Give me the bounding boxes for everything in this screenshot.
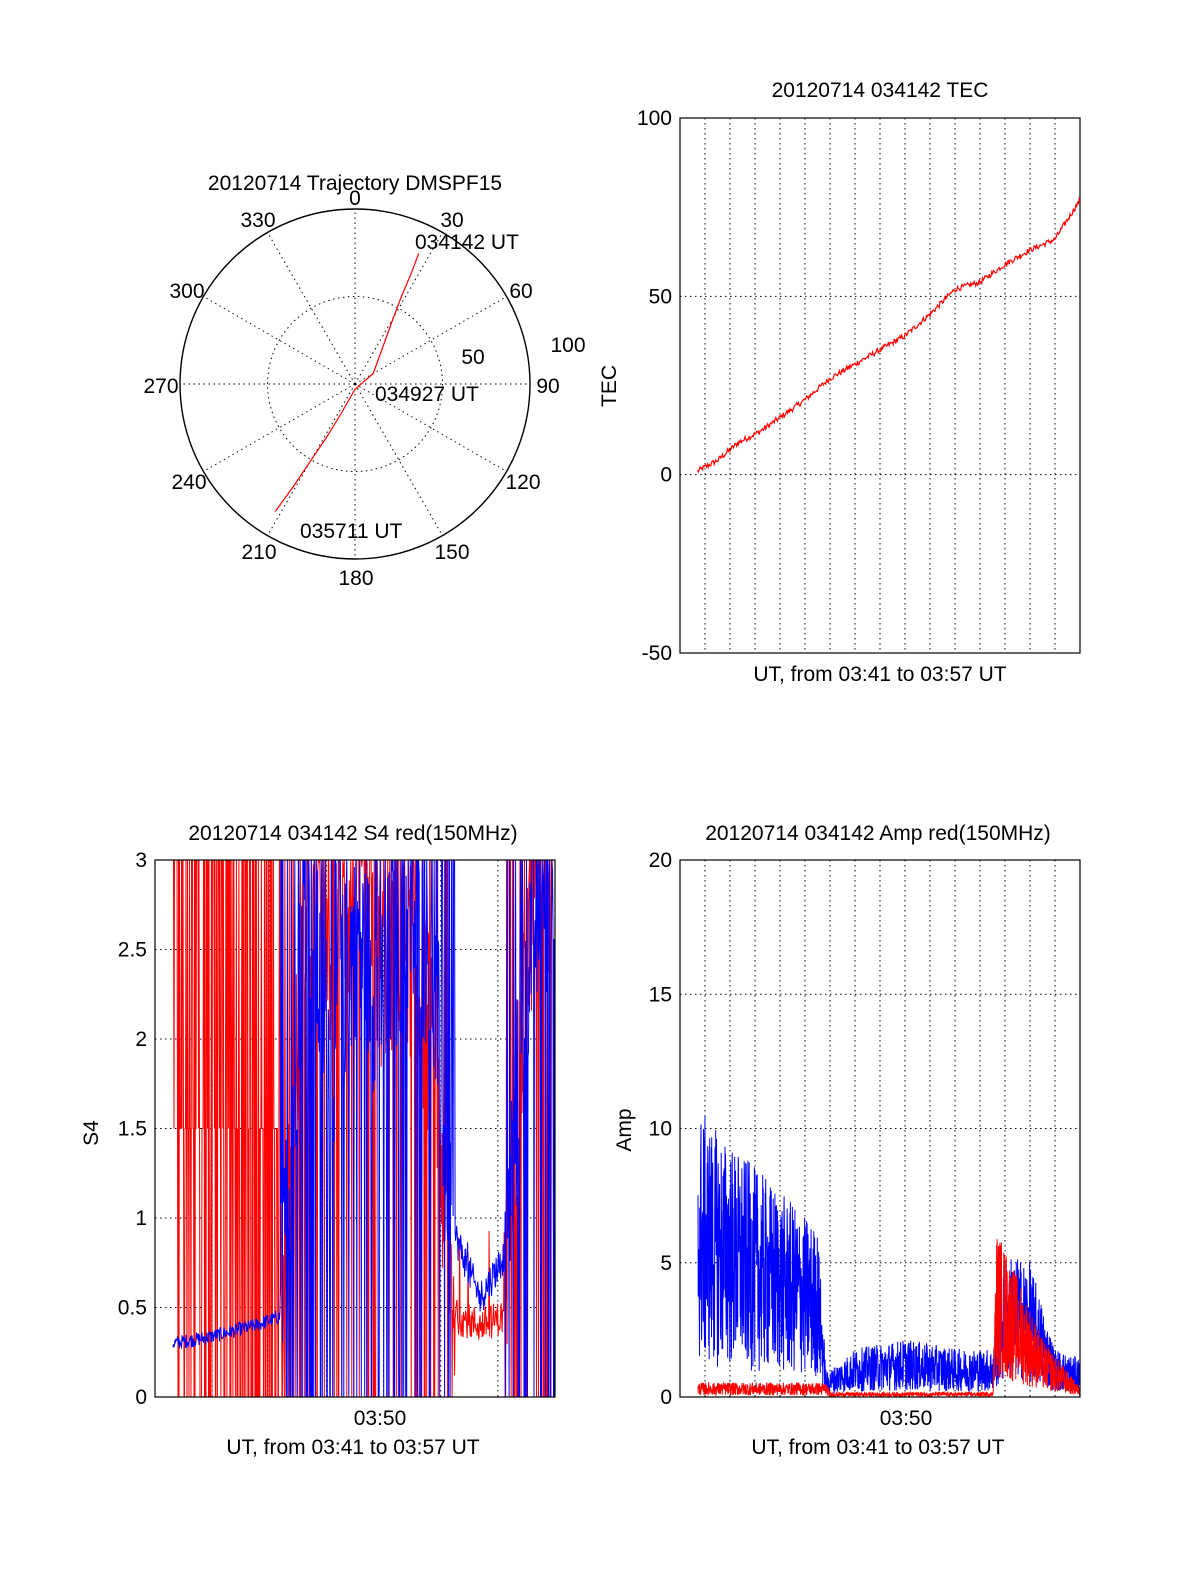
amp-ytick-2: 10 (649, 1118, 672, 1141)
polar-angle-tick-330: 330 (240, 209, 275, 232)
polar-radius-tick-50: 50 (461, 346, 484, 369)
tec-y-ticks: 100 50 0 -50 (637, 107, 672, 665)
polar-angle-tick-270: 270 (143, 375, 178, 398)
polar-grid-spoke-150 (354, 383, 443, 536)
polar-grid-spoke-210 (267, 383, 356, 536)
amp-ytick-1: 15 (649, 983, 672, 1006)
amp-y-ticks: 20 15 10 5 0 (649, 849, 672, 1409)
s4-ylabel: S4 (80, 1120, 103, 1146)
polar-annotation-start: 034142 UT (415, 231, 519, 254)
tec-plot-frame (679, 117, 1081, 654)
polar-grid-spoke-300 (203, 296, 356, 385)
s4-y-ticks: 3 2.5 2 1.5 1 0.5 0 (118, 849, 147, 1409)
polar-angle-tick-120: 120 (505, 471, 540, 494)
amp-ytick-4: 0 (660, 1386, 672, 1409)
polar-grid-circle-50 (267, 296, 443, 472)
polar-grid-spoke-60 (354, 296, 507, 385)
polar-grid-spoke-330 (267, 232, 356, 385)
polar-outer-circle (179, 208, 531, 560)
s4-xlabel: UT, from 03:41 to 03:57 UT (226, 1436, 479, 1459)
amp-plot-frame (679, 859, 1081, 1398)
amp-red-series (697, 1239, 1081, 1399)
s4-chart: 20120714 034142 S4 red(150MHz) 3 2.5 2 1.5 1… (80, 822, 556, 1459)
s4-plot-frame (154, 859, 556, 1398)
s4-ytick-6: 0 (135, 1386, 147, 1409)
polar-angle-labels: 0 30 60 90 120 150 180 210 240 270 300 330 (143, 187, 559, 590)
polar-angle-tick-300: 300 (169, 280, 204, 303)
tec-ylabel: TEC (598, 365, 621, 407)
s4-ytick-3: 1.5 (118, 1118, 147, 1141)
polar-title: 20120714 Trajectory DMSPF15 (208, 172, 502, 195)
polar-annotation-end: 035711 UT (300, 520, 403, 543)
s4-ytick-4: 1 (135, 1207, 147, 1230)
tec-grid (680, 118, 1080, 653)
tec-title: 20120714 034142 TEC (772, 79, 989, 102)
polar-angle-tick-210: 210 (241, 541, 276, 564)
tec-ytick-0: 100 (637, 107, 672, 130)
tec-ytick-2: 0 (660, 464, 672, 487)
polar-angle-tick-0: 0 (349, 187, 361, 210)
polar-grid-spoke-30 (354, 232, 443, 385)
amp-xtick-0350: 03:50 (880, 1407, 933, 1430)
amp-ylabel: Amp (613, 1108, 636, 1151)
amp-ytick-0: 20 (649, 849, 672, 872)
tec-ytick-1: 50 (649, 285, 672, 308)
amp-grid (680, 860, 1080, 1397)
s4-ytick-5: 0.5 (118, 1297, 147, 1320)
polar-angle-tick-240: 240 (171, 471, 206, 494)
s4-ytick-0: 3 (135, 849, 147, 872)
polar-trajectory-chart: 20120714 Trajectory DMSPF15 0 30 60 90 120 15… (143, 172, 585, 590)
polar-grid (180, 209, 530, 559)
s4-blue-series (172, 859, 555, 1398)
s4-ytick-2: 2 (135, 1028, 147, 1051)
polar-angle-tick-150: 150 (434, 541, 469, 564)
tec-ytick-3: -50 (642, 642, 672, 665)
amp-ytick-3: 5 (660, 1252, 672, 1275)
s4-xtick-0350: 03:50 (354, 1407, 407, 1430)
polar-radius-tick-100: 100 (550, 334, 585, 357)
polar-angle-tick-180: 180 (338, 567, 373, 590)
tec-xlabel: UT, from 03:41 to 03:57 UT (753, 663, 1006, 686)
polar-trajectory-line (274, 253, 420, 512)
amp-xlabel: UT, from 03:41 to 03:57 UT (751, 1436, 1004, 1459)
polar-grid-spoke-120 (354, 383, 507, 472)
polar-grid-spoke-240 (203, 383, 356, 472)
polar-annotation-mid: 034927 UT (375, 383, 479, 406)
s4-title: 20120714 034142 S4 red(150MHz) (188, 822, 517, 845)
tec-series-line (696, 196, 1081, 474)
polar-angle-tick-30: 30 (440, 209, 463, 232)
tec-chart: 20120714 034142 TEC 100 50 0 -50 TEC UT, fr… (598, 79, 1081, 686)
polar-angle-tick-60: 60 (509, 280, 532, 303)
polar-angle-tick-90: 90 (536, 375, 559, 398)
amp-chart: 20120714 034142 Amp red(150MHz) 20 15 10 5 0… (613, 822, 1081, 1459)
s4-ytick-1: 2.5 (118, 939, 147, 962)
amp-title: 20120714 034142 Amp red(150MHz) (705, 822, 1051, 845)
